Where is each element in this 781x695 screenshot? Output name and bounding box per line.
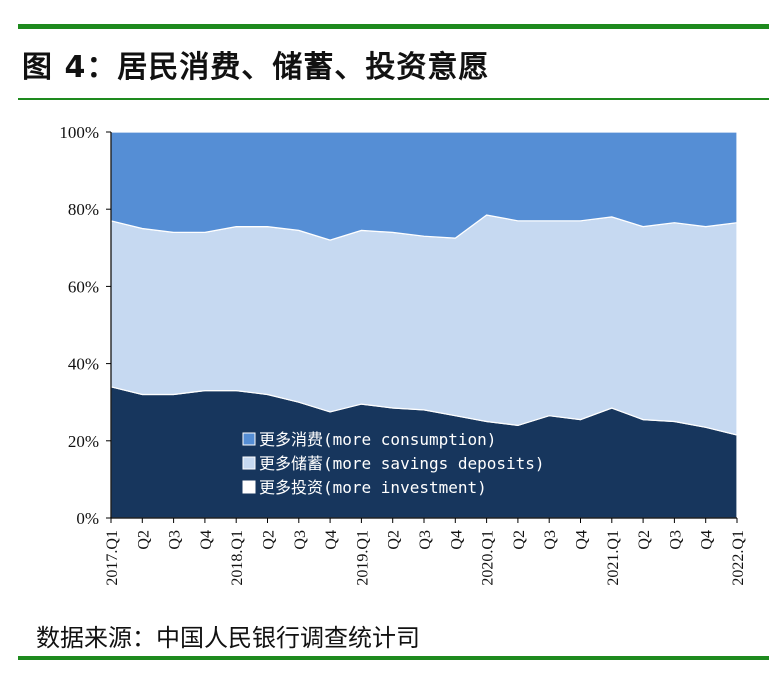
x-tick-label: 2022.Q1 bbox=[730, 530, 747, 586]
bottom-rule bbox=[18, 656, 769, 660]
y-tick-label: 100% bbox=[59, 123, 99, 142]
y-tick-label: 80% bbox=[68, 200, 99, 219]
x-tick-label: 2019.Q1 bbox=[354, 530, 371, 586]
stacked-area-chart: 0% 20% 40% 60% 80% 100% 2017.Q1 Q2 Q3 Q4 2018.Q1 Q2… bbox=[59, 123, 747, 586]
y-tick-label: 20% bbox=[68, 432, 99, 451]
x-tick-label: Q3 bbox=[667, 530, 684, 550]
x-tick-label: Q4 bbox=[323, 530, 340, 550]
x-tick-label: 2017.Q1 bbox=[104, 530, 121, 586]
legend-swatch-更多储蓄 bbox=[242, 456, 256, 470]
y-tick-label: 40% bbox=[68, 355, 99, 374]
x-tick-label: Q3 bbox=[417, 530, 434, 550]
x-tick-label: Q4 bbox=[699, 530, 716, 550]
x-tick-label: 2021.Q1 bbox=[605, 530, 622, 586]
area-layers bbox=[110, 131, 738, 519]
title-rule bbox=[18, 98, 769, 100]
x-tick-label: 2020.Q1 bbox=[480, 530, 497, 586]
x-tick-label: Q2 bbox=[135, 530, 152, 550]
legend: 更多消费(more consumption) 更多储蓄(more savings … bbox=[242, 430, 545, 497]
axes: 0% 20% 40% 60% 80% 100% 2017.Q1 Q2 Q3 Q4 2018.Q1 Q2… bbox=[59, 123, 747, 586]
legend-label: 更多投资(more investment) bbox=[259, 478, 487, 497]
area-series-3 bbox=[110, 131, 738, 241]
x-tick-label: Q4 bbox=[448, 530, 465, 550]
x-tick-label: Q4 bbox=[574, 530, 591, 550]
y-tick-label: 0% bbox=[76, 509, 99, 528]
x-tick-label: Q3 bbox=[292, 530, 309, 550]
legend-label: 更多储蓄(more savings deposits) bbox=[259, 454, 545, 473]
figure-title: 图 4：居民消费、储蓄、投资意愿 bbox=[22, 50, 490, 85]
x-tick-label: Q2 bbox=[636, 530, 653, 550]
x-tick-label: Q4 bbox=[198, 530, 215, 550]
legend-swatch-更多投资 bbox=[242, 480, 256, 494]
x-tick-label: Q3 bbox=[542, 530, 559, 550]
x-tick-label: Q2 bbox=[511, 530, 528, 550]
legend-label: 更多消费(more consumption) bbox=[259, 430, 496, 449]
x-tick-label: 2018.Q1 bbox=[229, 530, 246, 586]
source-note: 数据来源：中国人民银行调查统计司 bbox=[36, 624, 420, 652]
top-rule bbox=[18, 24, 769, 29]
x-tick-label: Q2 bbox=[386, 530, 403, 550]
x-tick-label: Q3 bbox=[167, 530, 184, 550]
y-tick-label: 60% bbox=[68, 277, 99, 296]
legend-swatch-更多消费 bbox=[242, 432, 256, 446]
x-tick-label: Q2 bbox=[261, 530, 278, 550]
